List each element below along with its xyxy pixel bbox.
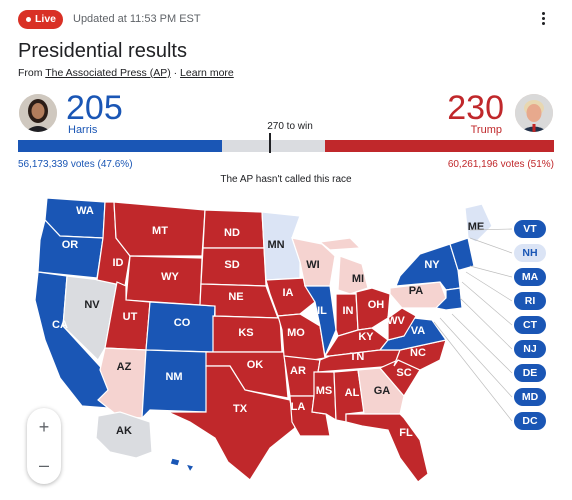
small-state-nh[interactable]: NH [514, 244, 546, 262]
state-label-il: IL [317, 305, 327, 317]
state-label-id: ID [113, 257, 124, 269]
state-label-ia: IA [283, 287, 294, 299]
state-label-ar: AR [290, 365, 306, 377]
state-label-ne: NE [228, 291, 243, 303]
state-label-ms: MS [316, 385, 333, 397]
zoom-control: + – [27, 408, 61, 484]
state-label-ca: CA [52, 319, 68, 331]
state-NM[interactable] [141, 349, 209, 420]
state-NJ-area[interactable] [434, 287, 463, 311]
us-map[interactable]: WA OR CA NV ID MT WY UT AZ CO NM ND SD NE KS OK TX MN IA MO… [0, 190, 572, 500]
state-label-nm: NM [165, 371, 182, 383]
state-NE-small[interactable] [449, 237, 475, 271]
state-label-va: VA [411, 325, 426, 337]
state-label-al: AL [345, 387, 360, 399]
state-label-mn: MN [267, 239, 284, 251]
to-win-label: 270 to win [267, 121, 313, 132]
state-label-sd: SD [224, 259, 239, 271]
state-label-ky: KY [358, 331, 374, 343]
state-WV[interactable] [387, 307, 417, 341]
source-line: From The Associated Press (AP) · Learn m… [18, 67, 234, 79]
state-labels: WA OR CA NV ID MT WY UT AZ CO NM ND SD NE KS OK TX MN IA MO… [52, 205, 484, 467]
state-label-hi: HI [181, 455, 192, 467]
map-svg[interactable]: WA OR CA NV ID MT WY UT AZ CO NM ND SD NE KS OK TX MN IA MO… [0, 190, 572, 500]
state-label-in: IN [343, 305, 354, 317]
state-label-wv: WV [387, 315, 405, 327]
state-label-wy: WY [161, 271, 179, 283]
trump-electoral-votes: 230 [447, 89, 504, 127]
state-label-nv: NV [84, 299, 100, 311]
harris-bar-segment [18, 140, 222, 152]
uncalled-bar-segment [222, 140, 325, 152]
small-state-ri[interactable]: RI [514, 292, 546, 310]
small-state-de[interactable]: DE [514, 364, 546, 382]
state-label-ks: KS [238, 327, 253, 339]
state-label-co: CO [174, 317, 191, 329]
state-MN[interactable] [261, 211, 301, 281]
state-label-az: AZ [117, 361, 132, 373]
state-label-me: ME [468, 221, 485, 233]
state-TX[interactable] [167, 365, 296, 481]
state-label-tx: TX [233, 403, 248, 415]
state-label-fl: FL [399, 427, 413, 439]
small-state-dc[interactable]: DC [514, 412, 546, 430]
trump-bar-segment [325, 140, 554, 152]
state-label-mi: MI [352, 273, 364, 285]
state-ME[interactable] [464, 203, 493, 243]
trump-avatar [515, 94, 553, 132]
state-label-pa: PA [409, 285, 424, 297]
trump-name: Trump [470, 124, 502, 136]
live-dot-icon [26, 17, 31, 22]
270-marker [269, 133, 271, 153]
small-state-md[interactable]: MD [514, 388, 546, 406]
state-label-wi: WI [306, 259, 319, 271]
state-FL[interactable] [345, 413, 429, 483]
source-prefix: From [18, 67, 46, 79]
harris-avatar [19, 94, 57, 132]
state-label-mo: MO [287, 327, 305, 339]
small-states-list: VT NH MA RI CT NJ DE MD DC [514, 220, 548, 436]
header-bar: Live Updated at 11:53 PM EST [18, 8, 554, 32]
electoral-vote-bar [18, 140, 554, 152]
learn-more-link[interactable]: Learn more [180, 67, 234, 79]
page-title: Presidential results [18, 40, 187, 62]
harris-electoral-votes: 205 [66, 89, 123, 127]
small-state-nj[interactable]: NJ [514, 340, 546, 358]
live-label: Live [35, 13, 57, 25]
live-badge: Live [18, 10, 63, 29]
state-MT[interactable] [113, 201, 206, 257]
small-state-ct[interactable]: CT [514, 316, 546, 334]
harris-name: Harris [68, 124, 98, 136]
state-label-ak: AK [116, 425, 132, 437]
state-HI[interactable] [169, 457, 195, 474]
state-label-mt: MT [152, 225, 168, 237]
small-state-ma[interactable]: MA [514, 268, 546, 286]
state-label-ny: NY [424, 259, 440, 271]
state-GA[interactable] [357, 367, 405, 415]
state-label-nc: NC [410, 347, 426, 359]
state-AK[interactable] [95, 411, 153, 459]
state-label-la: LA [291, 401, 306, 413]
state-label-ga: GA [374, 385, 391, 397]
state-label-or: OR [62, 239, 79, 251]
state-label-ok: OK [247, 359, 264, 371]
state-label-ut: UT [123, 311, 138, 323]
zoom-in-button[interactable]: + [38, 417, 50, 437]
ap-link[interactable]: The Associated Press (AP) [45, 67, 171, 79]
state-label-oh: OH [368, 299, 385, 311]
more-vertical-icon[interactable] [540, 12, 546, 28]
state-label-sc: SC [396, 367, 411, 379]
state-label-nd: ND [224, 227, 240, 239]
small-state-vt[interactable]: VT [514, 220, 546, 238]
harris-popular-votes: 56,173,339 votes (47.6%) [18, 159, 133, 170]
zoom-out-button[interactable]: – [38, 455, 49, 475]
race-status: The AP hasn't called this race [220, 174, 352, 185]
updated-timestamp: Updated at 11:53 PM EST [73, 13, 201, 25]
state-label-wa: WA [76, 205, 94, 217]
trump-popular-votes: 60,261,196 votes (51%) [447, 159, 554, 170]
small-state-connectors [433, 228, 513, 422]
state-label-tn: TN [350, 351, 365, 363]
source-separator: · [170, 67, 181, 79]
